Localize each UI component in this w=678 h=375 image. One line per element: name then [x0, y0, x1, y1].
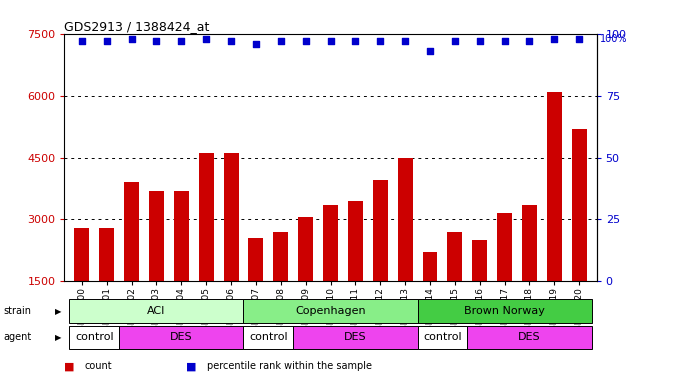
- Bar: [69, 326, 119, 350]
- Bar: [418, 326, 467, 350]
- Bar: [75, 228, 89, 343]
- Bar: [124, 182, 139, 343]
- Point: [300, 38, 311, 44]
- Bar: [174, 190, 188, 343]
- Point: [151, 38, 162, 44]
- Text: control: control: [249, 333, 287, 342]
- Bar: [323, 205, 338, 343]
- Text: control: control: [75, 333, 114, 342]
- Bar: [273, 232, 288, 343]
- Bar: [298, 217, 313, 343]
- Bar: [119, 326, 243, 350]
- Bar: [418, 299, 592, 323]
- Bar: [422, 252, 437, 343]
- Point: [424, 48, 435, 54]
- Text: ▶: ▶: [54, 307, 61, 316]
- Point: [450, 38, 460, 44]
- Text: GDS2913 / 1388424_at: GDS2913 / 1388424_at: [64, 20, 210, 33]
- Bar: [149, 190, 164, 343]
- Text: ■: ■: [186, 361, 197, 371]
- Text: agent: agent: [3, 333, 32, 342]
- Bar: [99, 228, 114, 343]
- Point: [549, 36, 560, 42]
- Bar: [572, 129, 586, 343]
- Bar: [293, 326, 418, 350]
- Bar: [69, 299, 243, 323]
- Text: percentile rank within the sample: percentile rank within the sample: [207, 361, 372, 371]
- Point: [101, 38, 112, 44]
- Text: count: count: [85, 361, 113, 371]
- Bar: [467, 326, 592, 350]
- Text: Brown Norway: Brown Norway: [464, 306, 545, 316]
- Point: [574, 36, 584, 42]
- Bar: [224, 153, 239, 343]
- Point: [126, 36, 137, 42]
- Bar: [447, 232, 462, 343]
- Text: DES: DES: [344, 333, 367, 342]
- Bar: [473, 240, 487, 343]
- Point: [475, 38, 485, 44]
- Point: [226, 38, 237, 44]
- Point: [375, 38, 386, 44]
- Text: strain: strain: [3, 306, 31, 316]
- Bar: [243, 299, 418, 323]
- Bar: [497, 213, 512, 343]
- Text: 100%: 100%: [600, 34, 628, 44]
- Bar: [348, 201, 363, 343]
- Point: [176, 38, 186, 44]
- Bar: [243, 326, 293, 350]
- Bar: [522, 205, 537, 343]
- Text: ■: ■: [64, 361, 75, 371]
- Point: [499, 38, 510, 44]
- Text: Copenhagen: Copenhagen: [295, 306, 366, 316]
- Bar: [398, 158, 413, 343]
- Point: [325, 38, 336, 44]
- Point: [201, 36, 212, 42]
- Bar: [373, 180, 388, 343]
- Bar: [248, 238, 263, 343]
- Text: ACI: ACI: [147, 306, 165, 316]
- Text: DES: DES: [518, 333, 541, 342]
- Point: [77, 38, 87, 44]
- Point: [400, 38, 411, 44]
- Point: [350, 38, 361, 44]
- Text: ▶: ▶: [54, 333, 61, 342]
- Bar: [547, 92, 562, 343]
- Text: DES: DES: [170, 333, 193, 342]
- Text: control: control: [423, 333, 462, 342]
- Point: [275, 38, 286, 44]
- Point: [524, 38, 535, 44]
- Bar: [199, 153, 214, 343]
- Point: [250, 40, 261, 46]
